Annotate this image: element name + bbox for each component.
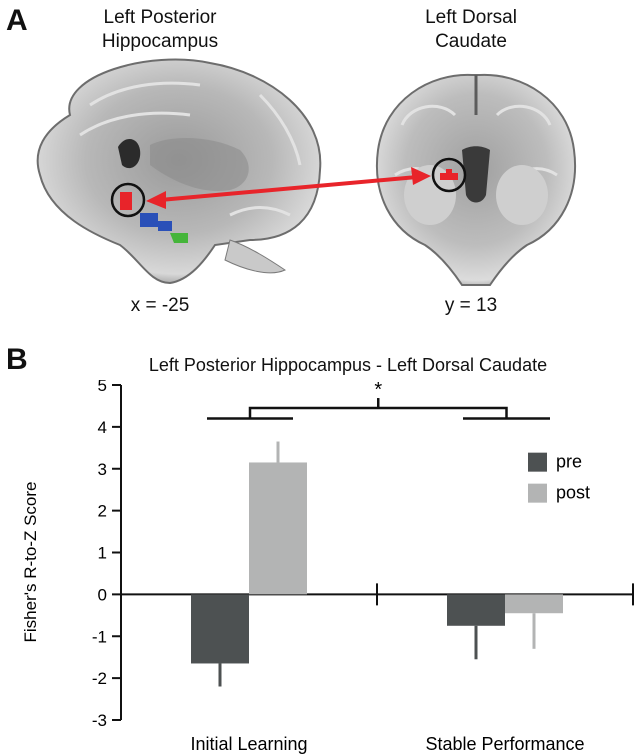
chart-title: Left Posterior Hippocampus - Left Dorsal…: [148, 355, 548, 375]
bar-pre: [191, 594, 249, 664]
coronal-coordinate: y = 13: [444, 295, 498, 316]
brain-images: [36, 58, 576, 286]
x-category-label: Initial Learning: [190, 734, 307, 754]
legend: pre post: [528, 452, 590, 503]
bar-post: [249, 462, 307, 595]
sagittal-coordinate: x = -25: [130, 295, 190, 316]
hippocampus-roi-blue: [140, 213, 172, 231]
bar-group: [447, 594, 563, 660]
y-tick-label: -1: [92, 627, 107, 646]
hippocampus-roi-red: [120, 192, 132, 210]
hippocampus-circle: [110, 182, 146, 218]
hippocampus-roi-green: [170, 233, 188, 243]
x-category-labels: Initial Learning Stable Performance: [190, 734, 584, 754]
y-axis: -3 -2 -1 0 1 2 3 4 5: [92, 380, 634, 730]
hippocampus-title: Left Posterior Hippocampus: [60, 6, 260, 54]
significance-star: *: [374, 380, 382, 401]
hippocampus-title-line1: Left Posterior: [103, 7, 217, 28]
bracket-top: [248, 406, 508, 419]
bar-group: [191, 441, 307, 687]
caudate-title: Left Dorsal Caudate: [371, 6, 571, 54]
y-tick-label: -3: [92, 711, 107, 730]
y-axis-label: Fisher's R-to-Z Score: [21, 482, 40, 643]
connectivity-arrow: [146, 167, 431, 209]
legend-item-post: post: [528, 483, 590, 503]
x-category-label: Stable Performance: [425, 734, 584, 754]
significance-bracket: *: [207, 380, 550, 420]
legend-swatch: [528, 483, 547, 503]
panel-b-letter: B: [6, 343, 28, 376]
hippocampus-title-line2: Hippocampus: [101, 31, 219, 52]
caudate-circle: [431, 157, 467, 193]
y-tick-label: 2: [98, 502, 107, 521]
bar-post: [505, 594, 563, 614]
bars: [191, 441, 563, 687]
y-tick-label: 3: [98, 460, 107, 479]
sagittal-brain-slice: [36, 58, 322, 285]
legend-label: pre: [556, 452, 582, 472]
bar-chart: Fisher's R-to-Z Score -3 -2 -1 0 1 2 3 4 5 * pre…: [21, 380, 634, 754]
y-tick-label: 0: [98, 585, 107, 604]
y-tick-label: 5: [98, 380, 107, 395]
bar-pre: [447, 594, 505, 626]
y-tick-label: -2: [92, 669, 107, 688]
legend-item-pre: pre: [528, 452, 582, 472]
panel-a-letter: A: [6, 4, 28, 37]
caudate-title-line1: Left Dorsal: [425, 7, 517, 28]
legend-swatch: [528, 452, 547, 472]
y-tick-label: 4: [98, 418, 107, 437]
coronal-brain-slice: [376, 73, 576, 286]
caudate-roi-red: [440, 169, 458, 180]
caudate-title-line2: Caudate: [435, 31, 507, 52]
legend-label: post: [556, 483, 590, 503]
y-tick-label: 1: [98, 544, 107, 563]
